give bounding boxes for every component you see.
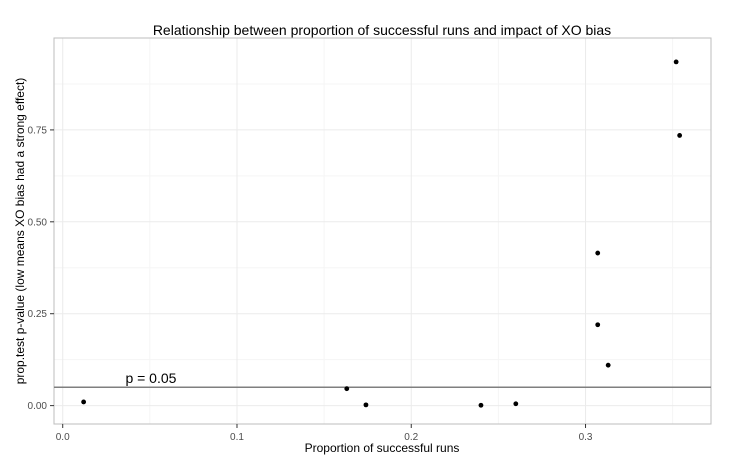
y-tick-label: 0.75 [28, 125, 48, 136]
data-point [605, 362, 611, 368]
data-point [595, 322, 601, 328]
data-point [344, 386, 350, 392]
y-tick-label: 0.00 [28, 401, 48, 412]
y-tick-label: 0.50 [28, 217, 48, 228]
x-tick-label: 0.0 [56, 432, 70, 443]
major-grid [54, 38, 711, 424]
data-point [478, 402, 484, 408]
data-point [513, 401, 519, 407]
data-point [673, 59, 679, 65]
x-tick-label: 0.2 [404, 432, 418, 443]
data-point [677, 133, 683, 138]
data-point [595, 250, 601, 256]
chart-title: Relationship between proportion of succe… [153, 22, 611, 38]
y-tick-label: 0.25 [28, 309, 48, 320]
x-tick-label: 0.3 [579, 432, 593, 443]
data-points [81, 59, 683, 408]
minor-grid [54, 38, 711, 424]
data-point [81, 399, 87, 405]
y-axis-ticks: 0.00 0.25 0.50 0.75 [28, 125, 54, 412]
y-axis-label: prop.test p-value (low means XO bias had… [13, 78, 27, 385]
data-point [363, 402, 369, 408]
x-axis-ticks: 0.0 0.1 0.2 0.3 [56, 424, 593, 443]
panel-border [53, 37, 712, 425]
reference-line-label: p = 0.05 [125, 370, 176, 386]
x-tick-label: 0.1 [230, 432, 244, 443]
x-axis-label: Proportion of successful runs [305, 441, 460, 455]
